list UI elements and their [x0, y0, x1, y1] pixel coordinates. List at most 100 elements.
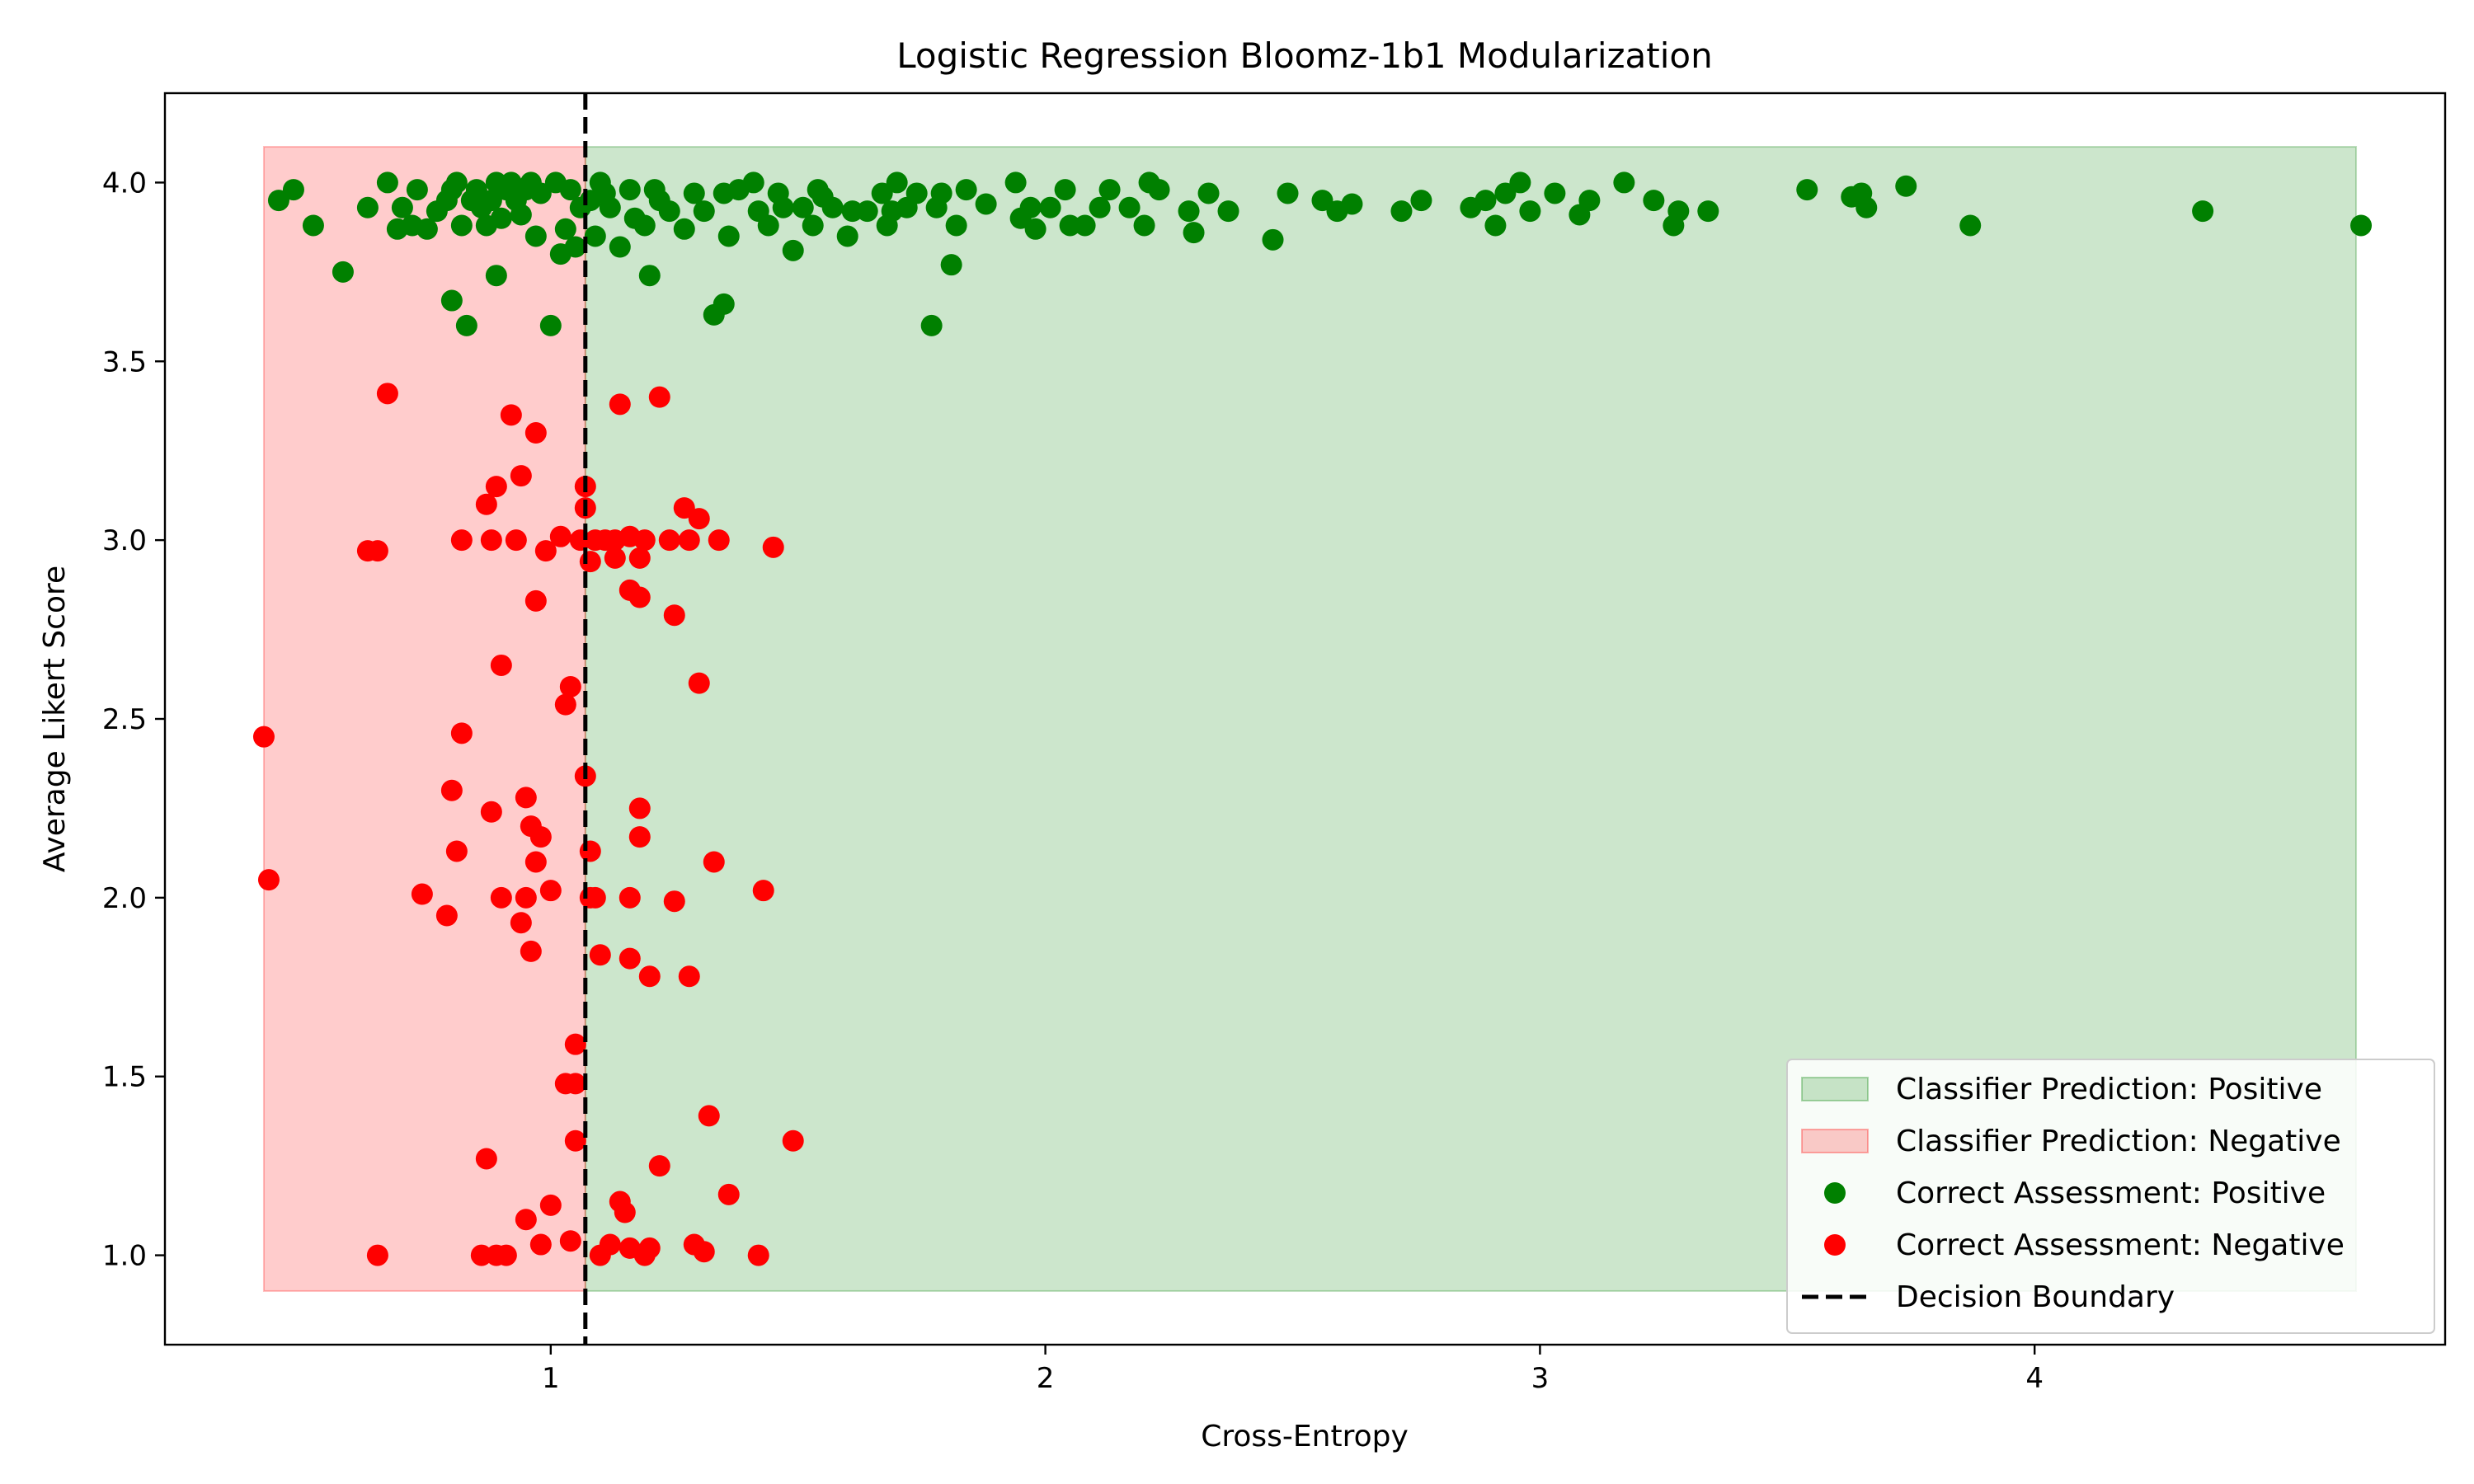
data-point — [930, 182, 952, 204]
data-point — [529, 1233, 552, 1256]
data-point — [747, 1244, 769, 1266]
data-point — [628, 826, 651, 848]
data-point — [1178, 200, 1200, 223]
series-positive — [267, 171, 2373, 336]
data-point — [376, 383, 398, 405]
data-point — [1519, 200, 1541, 223]
data-point — [841, 200, 863, 223]
data-point — [1796, 179, 1818, 201]
data-point — [450, 529, 473, 552]
data-point — [717, 225, 740, 247]
data-point — [435, 904, 458, 927]
data-point — [455, 314, 477, 336]
data-point — [678, 529, 700, 552]
data-point — [1895, 175, 1917, 197]
y-axis-label: Average Likert Score — [38, 566, 72, 872]
legend-label: Correct Assessment: Negative — [1896, 1228, 2345, 1262]
data-point — [440, 779, 463, 801]
data-point — [693, 200, 715, 223]
data-point — [480, 801, 502, 823]
data-point — [515, 886, 537, 909]
data-point — [356, 196, 379, 218]
data-point — [940, 254, 962, 276]
data-point — [510, 465, 532, 487]
data-point — [475, 493, 497, 515]
data-point — [1667, 200, 1690, 223]
data-point — [589, 944, 611, 966]
legend-swatch — [1801, 1129, 1869, 1153]
region-negative — [262, 146, 586, 1292]
data-point — [772, 196, 794, 218]
data-point — [633, 529, 656, 552]
data-point — [1148, 179, 1170, 201]
data-point — [663, 604, 685, 627]
data-point — [584, 886, 606, 909]
data-point — [762, 536, 784, 558]
data-point — [1390, 200, 1413, 223]
data-points — [252, 171, 2373, 1266]
legend-label: Classifier Prediction: Positive — [1896, 1073, 2322, 1106]
data-point — [648, 386, 670, 408]
data-point — [515, 1209, 537, 1231]
data-point — [752, 880, 774, 902]
data-point — [1217, 200, 1239, 223]
data-point — [450, 214, 473, 237]
y-tick-label: 2.5 — [102, 703, 147, 736]
data-point — [886, 171, 908, 194]
data-point — [856, 200, 878, 223]
data-point — [1262, 228, 1284, 251]
data-point — [257, 869, 280, 891]
data-point — [534, 540, 557, 562]
x-tick-label: 4 — [2025, 1362, 2044, 1395]
data-point — [515, 787, 537, 809]
data-point — [450, 722, 473, 744]
data-point — [529, 182, 552, 204]
data-point — [1024, 218, 1047, 240]
data-point — [1118, 196, 1141, 218]
data-point — [1509, 171, 1531, 194]
data-point — [945, 214, 967, 237]
data-point — [1133, 214, 1155, 237]
data-point — [673, 497, 695, 519]
x-tick-label: 2 — [1037, 1362, 1055, 1395]
data-point — [490, 654, 512, 676]
data-point — [559, 179, 581, 201]
data-point — [599, 1233, 621, 1256]
data-point — [1643, 190, 1665, 212]
data-point — [475, 1148, 497, 1170]
data-point — [505, 529, 527, 552]
data-point — [2350, 214, 2373, 237]
data-point — [554, 218, 576, 240]
data-point — [584, 225, 606, 247]
data-point — [524, 589, 547, 612]
data-point — [411, 883, 433, 905]
data-point — [663, 890, 685, 913]
data-point — [599, 196, 621, 218]
data-point — [470, 1244, 492, 1266]
legend-label: Correct Assessment: Positive — [1896, 1176, 2326, 1210]
data-point — [579, 551, 601, 573]
x-tick-label: 1 — [542, 1362, 560, 1395]
data-point — [688, 508, 710, 530]
data-point — [638, 965, 661, 988]
data-point — [1074, 214, 1096, 237]
data-point — [524, 851, 547, 873]
data-point — [549, 525, 571, 547]
data-point — [564, 1073, 586, 1095]
data-point — [510, 204, 532, 226]
data-point — [1277, 182, 1299, 204]
data-point — [252, 726, 275, 748]
data-point — [2192, 200, 2214, 223]
data-point — [490, 207, 512, 229]
data-point — [579, 840, 601, 862]
data-point — [445, 840, 468, 862]
data-point — [1197, 182, 1220, 204]
y-tick-label: 2.0 — [102, 882, 147, 915]
data-point — [638, 1237, 661, 1259]
data-point — [717, 1183, 740, 1205]
data-point — [524, 225, 547, 247]
data-point — [564, 1033, 586, 1055]
data-point — [302, 214, 324, 237]
data-point — [465, 179, 487, 201]
